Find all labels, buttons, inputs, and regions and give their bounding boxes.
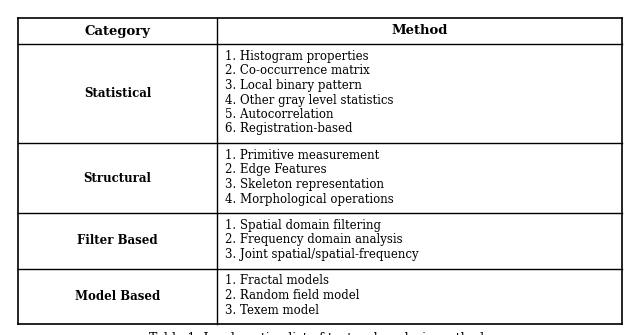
Text: 1. Spatial domain filtering: 1. Spatial domain filtering — [225, 219, 381, 232]
Text: Filter Based: Filter Based — [77, 234, 158, 247]
Text: 1. Histogram properties: 1. Histogram properties — [225, 50, 369, 63]
Text: 1. Fractal models: 1. Fractal models — [225, 274, 330, 287]
Text: 3. Joint spatial/spatial-frequency: 3. Joint spatial/spatial-frequency — [225, 248, 419, 261]
Text: 5. Autocorrelation: 5. Autocorrelation — [225, 108, 334, 121]
Text: 1. Primitive measurement: 1. Primitive measurement — [225, 149, 380, 162]
Text: Method: Method — [392, 24, 448, 38]
Text: Structural: Structural — [84, 172, 152, 185]
Text: 6. Registration-based: 6. Registration-based — [225, 123, 353, 135]
Text: 2. Co-occurrence matrix: 2. Co-occurrence matrix — [225, 65, 370, 77]
Text: Category: Category — [84, 24, 150, 38]
Text: Model Based: Model Based — [75, 290, 160, 303]
Text: 2. Edge Features: 2. Edge Features — [225, 163, 327, 177]
Text: Table 1: Inexhaustive list of textural analysis methods: Table 1: Inexhaustive list of textural a… — [149, 332, 491, 335]
Text: 4. Morphological operations: 4. Morphological operations — [225, 193, 394, 205]
Text: 2. Frequency domain analysis: 2. Frequency domain analysis — [225, 233, 403, 247]
Text: Statistical: Statistical — [84, 87, 151, 100]
Text: 3. Skeleton representation: 3. Skeleton representation — [225, 178, 385, 191]
Text: 4. Other gray level statistics: 4. Other gray level statistics — [225, 93, 394, 107]
Text: 2. Random field model: 2. Random field model — [225, 289, 360, 302]
Text: 3. Texem model: 3. Texem model — [225, 304, 319, 317]
Text: 3. Local binary pattern: 3. Local binary pattern — [225, 79, 362, 92]
